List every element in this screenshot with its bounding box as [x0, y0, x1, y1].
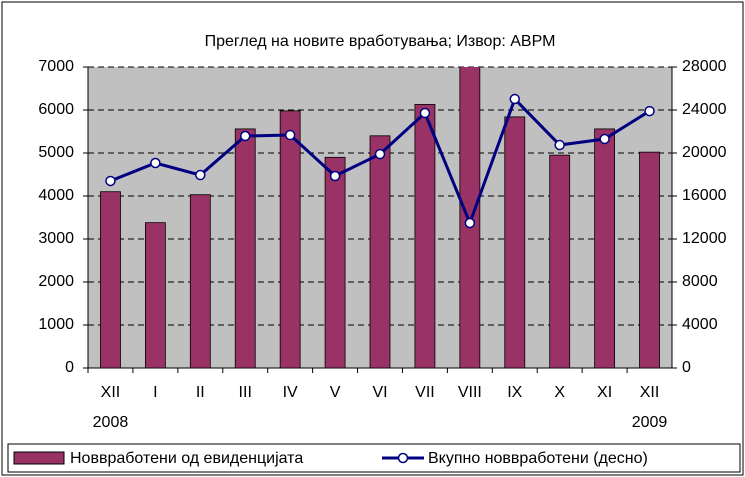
bar: [549, 154, 571, 368]
line-marker: [464, 217, 476, 229]
line-marker: [419, 107, 431, 119]
bar: [189, 194, 211, 368]
bar: [414, 104, 436, 368]
y-tick-label: 0: [65, 359, 74, 376]
bar: [639, 151, 660, 368]
y2-tick-label: 28000: [682, 58, 727, 75]
y2-tick-label: 12000: [682, 230, 727, 247]
line-marker: [105, 175, 116, 187]
bar: [459, 67, 481, 368]
line-marker: [554, 139, 565, 151]
legend-swatch: [13, 451, 65, 465]
y2-tick-label: 4000: [682, 316, 718, 333]
y2-tick-label: 0: [682, 359, 691, 376]
x-tick-label: XII: [101, 384, 121, 401]
y2-tick-label: 16000: [682, 187, 727, 204]
x-tick-label: XI: [597, 384, 612, 401]
y-tick-label: 7000: [38, 58, 74, 75]
bar: [504, 116, 526, 368]
legend-label: Вкупно новвработени (десно): [428, 450, 648, 467]
y-tick-label: 6000: [38, 101, 74, 118]
bar: [369, 135, 391, 368]
y-tick-label: 5000: [38, 144, 74, 161]
line-marker: [644, 105, 655, 117]
x-tick-label: IX: [507, 384, 522, 401]
legend-marker: [397, 452, 409, 464]
x-tick-label: IV: [283, 384, 298, 401]
y-tick-label: 3000: [38, 230, 74, 247]
line-marker: [150, 157, 161, 169]
x-tick-label: I: [153, 384, 157, 401]
y2-tick-label: 20000: [682, 144, 727, 161]
x-year-label: 2009: [632, 414, 668, 431]
y-tick-label: 2000: [38, 273, 74, 290]
x-tick-label: XII: [640, 384, 660, 401]
x-tick-label: VII: [415, 384, 435, 401]
line-marker: [329, 170, 341, 182]
chart-title: Преглед на новите вработувања; Извор: АВ…: [205, 33, 556, 50]
x-tick-label: VI: [372, 384, 387, 401]
legend-label: Новвработени од евиденцијата: [70, 450, 303, 467]
bar: [234, 128, 256, 368]
line-marker: [509, 93, 521, 105]
y-tick-label: 1000: [38, 316, 74, 333]
line-marker: [599, 133, 610, 145]
x-tick-label: X: [554, 384, 565, 401]
legend-box: [7, 443, 741, 473]
bar: [144, 222, 166, 368]
line-marker: [374, 148, 386, 160]
bar: [324, 156, 346, 368]
bar: [100, 191, 121, 368]
bar: [594, 128, 616, 368]
x-tick-label: II: [196, 384, 205, 401]
x-year-label: 2008: [93, 414, 129, 431]
x-tick-label: VIII: [458, 384, 482, 401]
line-marker: [195, 169, 206, 181]
y2-tick-label: 24000: [682, 101, 727, 118]
y2-tick-label: 8000: [682, 273, 718, 290]
line-marker: [239, 130, 251, 142]
x-tick-label: V: [330, 384, 341, 401]
bar: [279, 110, 301, 368]
line-marker: [284, 129, 296, 141]
x-tick-label: III: [239, 384, 252, 401]
y-tick-label: 4000: [38, 187, 74, 204]
bars: [100, 67, 660, 368]
